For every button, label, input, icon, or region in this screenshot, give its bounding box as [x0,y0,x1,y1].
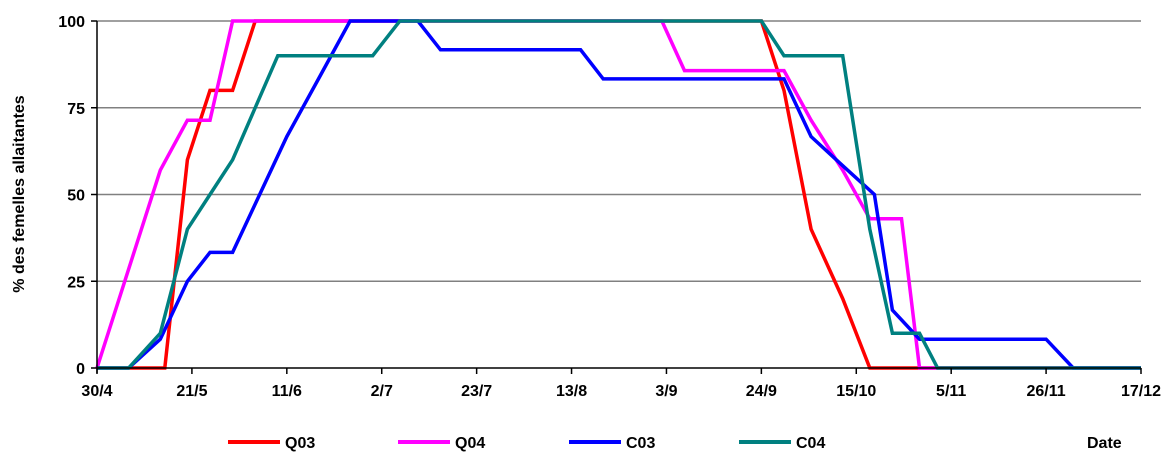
gridlines [97,21,1141,281]
x-tick-labels: 30/4 21/5 11/6 2/7 23/7 13/8 3/9 24/9 15/10 5/11 2… [81,383,1161,400]
x-tick-label: 17/12 [1121,383,1161,400]
y-tick-label: 50 [67,188,85,205]
legend-label-c04: C04 [796,435,825,452]
y-axis-title: % des femelles allaitantes [11,95,28,293]
y-tick-labels: 0 25 50 75 100 [58,14,85,378]
y-tick-label: 75 [67,101,85,118]
x-tick-label: 13/8 [556,383,587,400]
x-tick-label: 24/9 [746,383,777,400]
legend: Q03 Q04 C03 C04 [228,435,825,452]
axes [91,21,1141,374]
y-tick-label: 100 [58,14,85,31]
legend-label-q03: Q03 [285,435,315,452]
y-tick-label: 25 [67,274,85,291]
x-tick-label: 30/4 [81,383,112,400]
x-tick-label: 23/7 [461,383,492,400]
x-tick-label: 11/6 [272,383,302,400]
legend-label-q04: Q04 [455,435,485,452]
x-tick-label: 3/9 [655,383,677,400]
x-tick-label: 2/7 [371,383,393,400]
x-tick-label: 5/11 [936,383,966,400]
x-axis-title: Date [1087,435,1122,452]
x-tick-label: 21/5 [176,383,207,400]
y-tick-label: 0 [76,361,85,378]
legend-label-c03: C03 [626,435,655,452]
x-tick-label: 15/10 [836,383,876,400]
x-tick-label: 26/11 [1027,383,1066,400]
